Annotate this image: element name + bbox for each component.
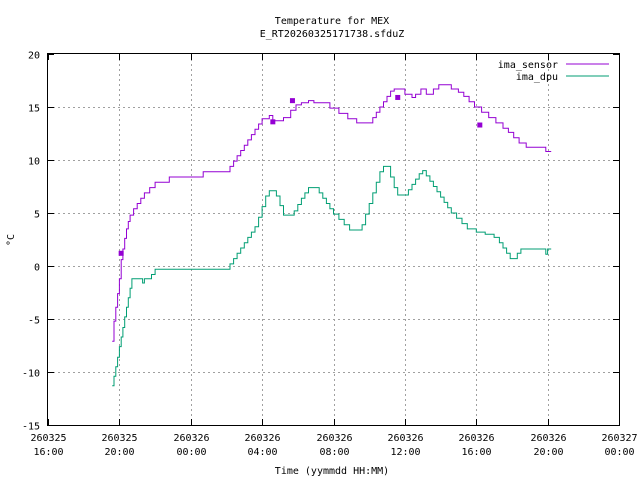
x-tick-label-time: 16:00	[461, 447, 491, 458]
x-tick-label-date: 260326	[316, 433, 352, 444]
x-tick-label-date: 260325	[101, 433, 137, 444]
chart-subtitle: E_RT20260325171738.sfduZ	[260, 29, 405, 40]
data-point-marker	[270, 119, 276, 125]
x-tick-label-time: 08:00	[319, 447, 349, 458]
legend: ima_sensor ima_dpu	[498, 60, 609, 83]
y-tick-label: 5	[34, 210, 40, 221]
y-tick-label: -15	[22, 422, 40, 433]
x-tick-label-date: 260326	[244, 433, 280, 444]
x-tick-label-time: 00:00	[176, 447, 206, 458]
x-tick-label-time: 04:00	[247, 447, 277, 458]
y-tick-label: 20	[28, 51, 40, 62]
x-tick-label-date: 260325	[30, 433, 66, 444]
x-tick-label-time: 20:00	[533, 447, 563, 458]
x-tick-label-time: 16:00	[33, 447, 63, 458]
chart-title: Temperature for MEX	[275, 16, 389, 27]
x-axis-label: Time (yymmdd HH:MM)	[275, 466, 389, 477]
axis-ticks: -15 -10 -5 0 5 10 15 20 260325 16:00 260325 20:00 26…	[22, 51, 638, 459]
legend-label-ima-sensor: ima_sensor	[498, 60, 558, 71]
y-tick-label: 0	[34, 263, 40, 274]
y-tick-label: -5	[28, 316, 40, 327]
x-tick-label-date: 260326	[530, 433, 566, 444]
y-tick-label: 15	[28, 104, 40, 115]
y-axis-label: °C	[6, 234, 17, 246]
data-point-marker	[477, 122, 483, 128]
data-point-marker	[395, 94, 401, 100]
x-tick-label-date: 260327	[601, 433, 637, 444]
data-point-marker	[118, 250, 124, 256]
y-tick-label: -10	[22, 369, 40, 380]
legend-label-ima-dpu: ima_dpu	[516, 72, 558, 83]
x-tick-label-time: 00:00	[604, 447, 634, 458]
grid-lines	[48, 54, 619, 425]
data-point-marker	[289, 98, 295, 104]
x-tick-label-date: 260326	[458, 433, 494, 444]
x-tick-label-time: 20:00	[104, 447, 134, 458]
plot-frame	[47, 53, 620, 426]
series-line-ima-dpu	[112, 165, 552, 387]
x-tick-label-date: 260326	[387, 433, 423, 444]
plot-area	[112, 84, 552, 387]
x-tick-label-date: 260326	[173, 433, 209, 444]
x-tick-label-time: 12:00	[390, 447, 420, 458]
series-line-ima-sensor	[112, 84, 552, 342]
y-tick-label: 10	[28, 157, 40, 168]
